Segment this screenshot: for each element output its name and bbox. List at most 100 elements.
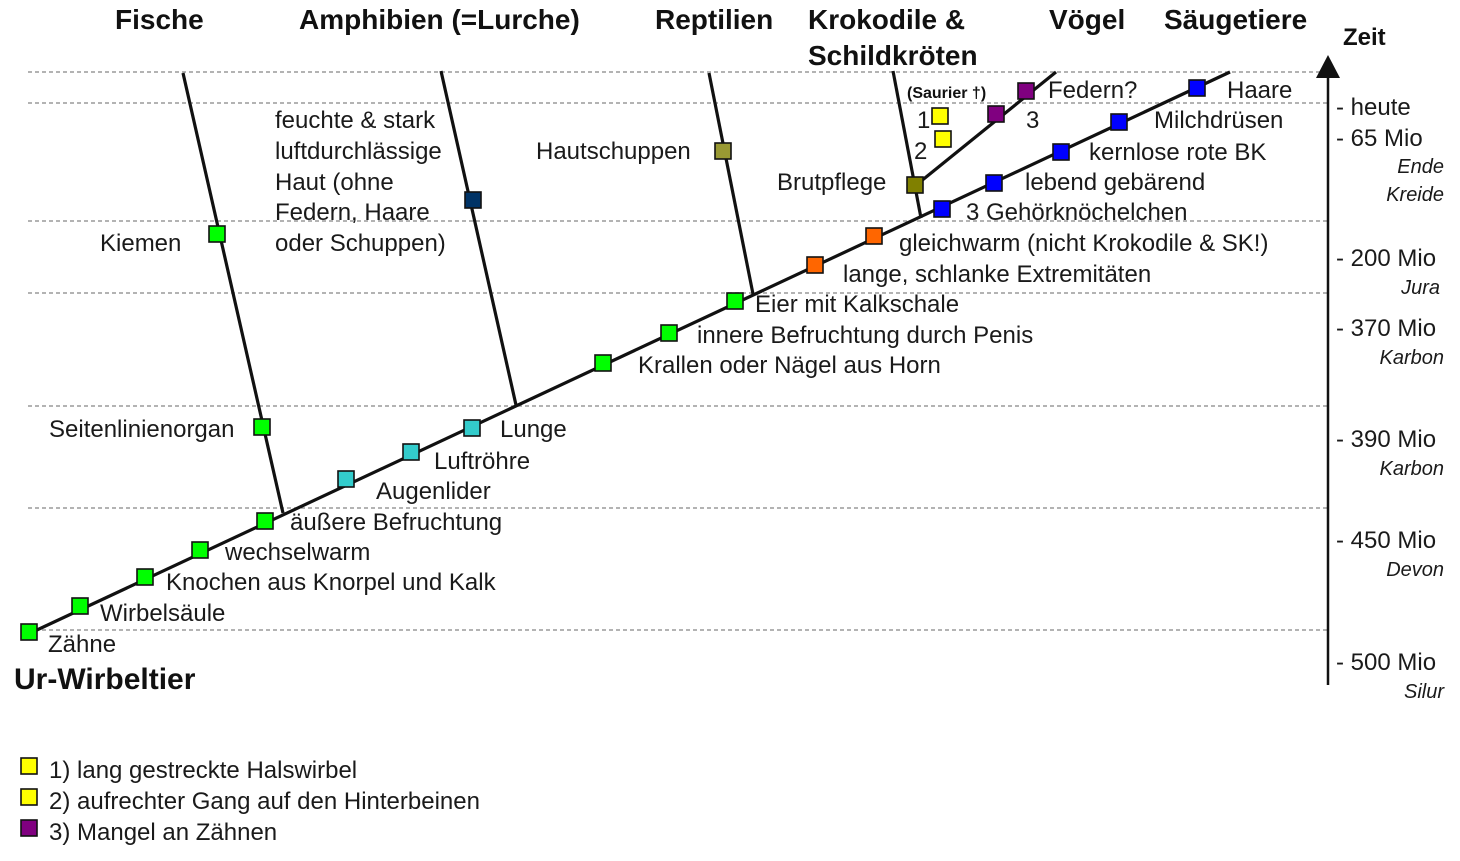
period-silur: Silur xyxy=(1404,681,1445,703)
group-title-krokodile-1: Krokodile & xyxy=(808,4,965,35)
period-ende: Ende xyxy=(1397,156,1444,178)
period-karbon-2: Karbon xyxy=(1380,458,1445,480)
legend-item-2: 2) aufrechter Gang auf den Hinterbeinen xyxy=(49,788,480,815)
group-title-voegel: Vögel xyxy=(1049,4,1125,35)
marker-aufrechter-gang xyxy=(934,130,952,148)
label-wirbelsaeule: Wirbelsäule xyxy=(100,600,225,627)
group-title-saeugetiere: Säugetiere xyxy=(1164,4,1307,35)
marker-zaehne xyxy=(20,623,38,641)
label-lunge: Lunge xyxy=(500,416,567,443)
label-haut-3: Haut (ohne xyxy=(275,169,394,196)
legend: 1) lang gestreckte Halswirbel 2) aufrech… xyxy=(20,757,480,846)
marker-hautschuppen xyxy=(714,142,732,160)
branch-reptilien xyxy=(707,72,755,295)
legend-item-1: 1) lang gestreckte Halswirbel xyxy=(49,757,357,784)
group-title-fische: Fische xyxy=(115,4,204,35)
marker-wirbelsaeule xyxy=(71,597,89,615)
marker-kiemen xyxy=(208,225,226,243)
legend-swatch-3 xyxy=(20,819,38,837)
time-label-heute: - heute xyxy=(1336,94,1411,121)
root-label: Ur-Wirbeltier xyxy=(14,663,196,696)
label-knochen: Knochen aus Knorpel und Kalk xyxy=(166,569,497,596)
legend-swatch-2 xyxy=(20,788,38,806)
legend-swatch-1 xyxy=(20,757,38,775)
label-innere-befruchtung: innere Befruchtung durch Penis xyxy=(697,322,1033,349)
label-luftroehre: Luftröhre xyxy=(434,448,530,475)
marker-eier xyxy=(726,292,744,310)
label-lebend: lebend gebärend xyxy=(1025,169,1205,196)
marker-gehoerknoechelchen xyxy=(933,200,951,218)
label-haut-2: luftdurchlässige xyxy=(275,138,442,165)
marker-halswirbel xyxy=(931,107,949,125)
marker-lebend xyxy=(985,174,1003,192)
time-axis: Zeit - heute - 65 Mio Ende Kreide - 200 … xyxy=(1316,24,1445,703)
group-titles: Fische Amphibien (=Lurche) Reptilien Kro… xyxy=(115,4,1307,71)
marker-kernlose-bk xyxy=(1052,143,1070,161)
marker-federn xyxy=(1017,82,1035,100)
marker-zahnmangel xyxy=(987,105,1005,123)
arrow-up-icon xyxy=(1316,55,1340,78)
marker-luftroehre xyxy=(402,443,420,461)
label-extremitaeten: lange, schlanke Extremitäten xyxy=(843,261,1151,288)
marker-wechselwarm xyxy=(191,541,209,559)
label-haut-5: oder Schuppen) xyxy=(275,230,446,257)
period-jura: Jura xyxy=(1400,277,1440,299)
period-karbon-1: Karbon xyxy=(1380,347,1445,369)
label-seitenlinienorgan: Seitenlinienorgan xyxy=(49,416,234,443)
marker-augenlider xyxy=(337,470,355,488)
label-gehoerknoechelchen: 3 Gehörknöchelchen xyxy=(966,199,1187,226)
time-label-450: - 450 Mio xyxy=(1336,527,1436,554)
period-kreide: Kreide xyxy=(1386,184,1444,206)
marker-milchdruesen xyxy=(1110,113,1128,131)
main-trunk xyxy=(21,70,1231,639)
label-haare: Haare xyxy=(1227,77,1292,104)
marker-aeussere-befruchtung xyxy=(256,512,274,530)
label-federn: Federn? xyxy=(1048,77,1137,104)
time-axis-title: Zeit xyxy=(1343,24,1386,51)
group-title-amphibien: Amphibien (=Lurche) xyxy=(299,4,580,35)
time-label-500: - 500 Mio xyxy=(1336,649,1436,676)
trait-labels: Zähne Wirbelsäule Knochen aus Knorpel un… xyxy=(48,77,1292,658)
marker-haare xyxy=(1188,79,1206,97)
label-eier: Eier mit Kalkschale xyxy=(755,291,959,318)
marker-haut xyxy=(464,191,482,209)
time-gridlines xyxy=(28,71,1330,631)
label-gleichwarm: gleichwarm (nicht Krokodile & SK!) xyxy=(899,230,1268,257)
legend-item-3: 3) Mangel an Zähnen xyxy=(49,819,277,846)
label-brutpflege: Brutpflege xyxy=(777,169,886,196)
label-haut-1: feuchte & stark xyxy=(275,107,436,134)
label-num-2: 2 xyxy=(914,138,927,165)
marker-extremitaeten xyxy=(806,256,824,274)
time-label-370: - 370 Mio xyxy=(1336,315,1436,342)
label-milchdruesen: Milchdrüsen xyxy=(1154,107,1283,134)
period-devon: Devon xyxy=(1386,559,1444,581)
label-saurier: (Saurier †) xyxy=(907,85,986,102)
marker-gleichwarm xyxy=(865,227,883,245)
group-title-krokodile-2: Schildkröten xyxy=(808,40,978,71)
label-haut-4: Federn, Haare xyxy=(275,199,430,226)
marker-seitenlinienorgan xyxy=(253,418,271,436)
time-label-200: - 200 Mio xyxy=(1336,245,1436,272)
label-kiemen: Kiemen xyxy=(100,230,181,257)
branch-amphibien xyxy=(439,70,518,406)
marker-lunge xyxy=(463,419,481,437)
time-label-390: - 390 Mio xyxy=(1336,426,1436,453)
trait-markers xyxy=(20,79,1206,641)
label-num-3: 3 xyxy=(1026,107,1039,134)
group-title-reptilien: Reptilien xyxy=(655,4,773,35)
label-aeussere-befruchtung: äußere Befruchtung xyxy=(290,509,502,536)
label-augenlider: Augenlider xyxy=(376,478,491,505)
label-hautschuppen: Hautschuppen xyxy=(536,138,691,165)
marker-brutpflege xyxy=(906,176,924,194)
marker-krallen xyxy=(594,354,612,372)
label-kernlose-bk: kernlose rote BK xyxy=(1089,139,1266,166)
marker-innere-befruchtung xyxy=(660,324,678,342)
label-krallen: Krallen oder Nägel aus Horn xyxy=(638,352,941,379)
label-num-1: 1 xyxy=(917,107,930,134)
label-zaehne: Zähne xyxy=(48,631,116,658)
time-label-65: - 65 Mio xyxy=(1336,125,1423,152)
branch-fische xyxy=(181,72,285,514)
label-wechselwarm: wechselwarm xyxy=(224,539,370,566)
marker-knochen xyxy=(136,568,154,586)
